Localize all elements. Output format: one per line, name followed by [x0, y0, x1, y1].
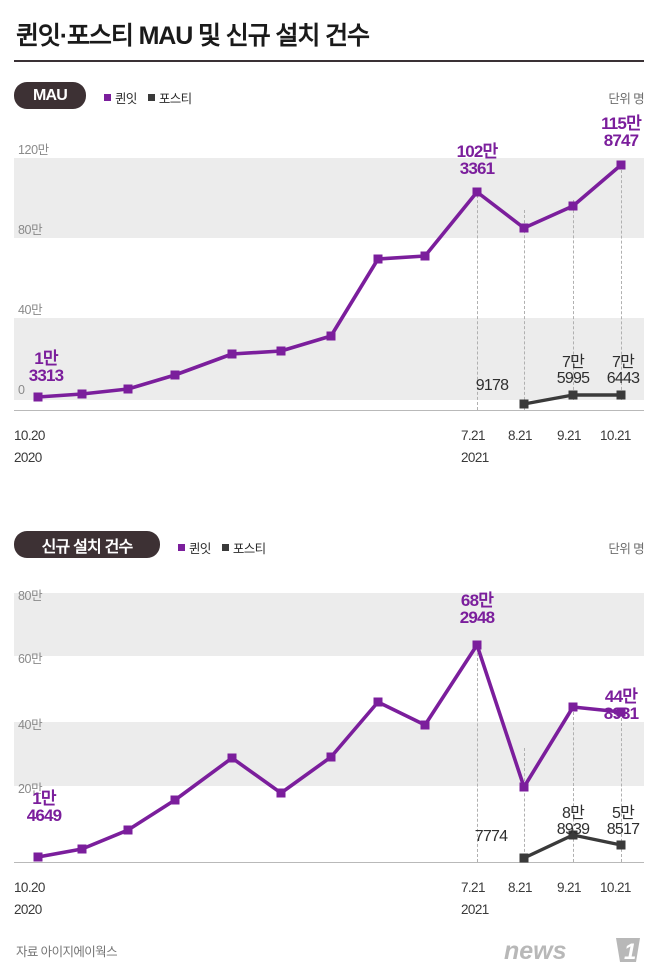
legend-swatch-quinit-icon	[104, 94, 111, 101]
vline-10-21	[621, 165, 622, 400]
chart-installs-legend: 퀸잇 포스티	[178, 538, 266, 557]
vline2-10-21	[621, 718, 622, 862]
datalabel2-posty-last: 5만 8517	[606, 805, 640, 839]
ytick2-20: 20만	[18, 782, 43, 796]
datalabel2-quinit-first: 1만 4649	[26, 789, 62, 826]
chart-mau-unit: 단위 명	[608, 92, 644, 106]
legend-swatch-quinit-2-icon	[178, 544, 185, 551]
series2-markers-quinit	[33, 640, 626, 862]
legend-item-quinit-2: 퀸잇	[178, 538, 211, 557]
legend-label-posty: 포스티	[158, 92, 192, 106]
series2-markers-posty	[519, 830, 626, 863]
datalabel2-posty-first: 7774	[474, 828, 508, 845]
xtick-inst-10-20: 10.20	[14, 880, 45, 895]
legend-swatch-posty-2-icon	[221, 544, 229, 551]
vline-7-21	[477, 190, 478, 410]
logo-one-icon: 1	[624, 939, 636, 964]
series2-line-quinit	[36, 643, 623, 859]
vline2-8-21	[524, 748, 525, 862]
chart-installs-unit: 단위 명	[608, 542, 644, 556]
ytick-40: 40만	[18, 303, 43, 317]
chart-installs: 신규 설치 건수 퀸잇 포스티 단위 명 80만 60만 40만 20만	[0, 0, 658, 917]
xyear-inst-2020: 2020	[14, 902, 42, 917]
chart-installs-series-svg	[33, 640, 626, 863]
source-note: 자료 아이지에이웍스	[16, 945, 118, 959]
legend-item-posty: 포스티	[147, 88, 192, 107]
datalabel-quinit-first: 1만 3313	[28, 349, 64, 386]
xyear-mau-2021: 2021	[461, 450, 489, 465]
xtick-mau-7-21: 7.21	[461, 428, 485, 443]
datalabel2-posty-mid: 8만 8939	[556, 805, 590, 839]
vline-9-21	[573, 200, 574, 400]
chart-mau: MAU 퀸잇 포스티 단위 명 120만 80만 40만 0	[0, 0, 658, 480]
xtick-mau-8-21: 8.21	[508, 428, 532, 443]
chart-mau-series-svg	[33, 160, 626, 409]
xtick-inst-9-21: 9.21	[557, 880, 581, 895]
datalabel-quinit-peak: 102만 3361	[456, 142, 499, 179]
legend-item-quinit: 퀸잇	[104, 88, 137, 107]
datalabel-posty-last: 7만 6443	[606, 354, 640, 388]
series-markers-quinit	[33, 160, 626, 402]
vline2-7-21	[477, 648, 478, 862]
xyear-mau-2020: 2020	[14, 450, 42, 465]
datalabel2-quinit-last: 44만 8931	[603, 687, 639, 724]
chart-installs-baseline	[14, 862, 644, 863]
chart-mau-plot: 120만 80만 40만 0	[0, 0, 658, 420]
logo-badge-icon	[616, 938, 640, 962]
chart-mau-baseline	[14, 410, 644, 411]
series-markers-posty	[519, 390, 626, 409]
legend-label-quinit: 퀸잇	[115, 92, 137, 106]
datalabel-quinit-last: 115만 8747	[601, 114, 642, 151]
chart-mau-badge: MAU	[14, 82, 86, 109]
xtick-mau-10-20: 10.20	[14, 428, 45, 443]
xtick-inst-8-21: 8.21	[508, 880, 532, 895]
datalabel-posty-mid: 7만 5995	[556, 354, 590, 388]
xtick-inst-7-21: 7.21	[461, 880, 485, 895]
band-upper-2	[14, 593, 644, 656]
chart-installs-badge: 신규 설치 건수	[14, 531, 160, 558]
band-upper	[14, 158, 644, 238]
xtick-inst-10-21: 10.21	[600, 880, 631, 895]
datalabel-posty-first: 9178	[475, 377, 509, 394]
xyear-inst-2021: 2021	[461, 902, 489, 917]
ytick2-40: 40만	[18, 718, 43, 732]
title-divider	[14, 60, 644, 62]
ytick2-60: 60만	[18, 652, 43, 666]
legend-item-posty-2: 포스티	[221, 538, 266, 557]
ytick-120: 120만	[18, 143, 49, 157]
legend-label-posty-2: 포스티	[232, 542, 266, 556]
vline-8-21	[524, 210, 525, 410]
datalabel2-quinit-peak: 68만 2948	[459, 591, 495, 628]
ytick-0: 0	[18, 383, 25, 397]
logo-wordmark: news	[504, 937, 567, 965]
ytick-80: 80만	[18, 223, 43, 237]
news1-logo: news 1	[504, 937, 640, 965]
chart-mau-legend: 퀸잇 포스티	[104, 88, 192, 107]
xtick-mau-10-21: 10.21	[600, 428, 631, 443]
ytick2-80: 80만	[18, 589, 43, 603]
vline2-9-21	[573, 712, 574, 862]
xtick-mau-9-21: 9.21	[557, 428, 581, 443]
legend-swatch-posty-icon	[147, 94, 155, 101]
chart-installs-plot: 80만 60만 40만 20만	[14, 589, 644, 863]
legend-label-quinit-2: 퀸잇	[189, 542, 211, 556]
page-title: 퀸잇·포스티 MAU 및 신규 설치 건수	[16, 22, 370, 50]
